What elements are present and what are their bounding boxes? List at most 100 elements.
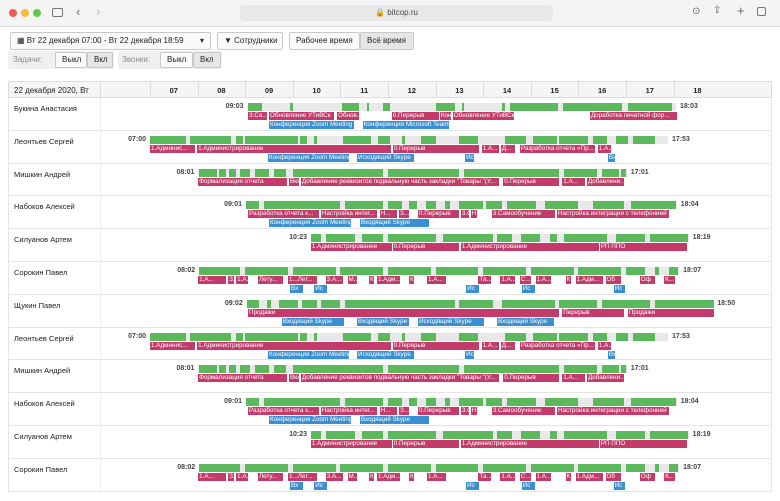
row-divider (100, 393, 101, 426)
task-bar: К (565, 472, 572, 481)
work-time-button[interactable]: Рабочее время (289, 32, 360, 50)
activity-bar (310, 234, 322, 243)
row-divider (100, 229, 101, 262)
call-bar: Вх (607, 350, 616, 359)
browser-toolbar: ‹ › 🔒 bitcop.ru ⊙ ⇪ + (0, 0, 780, 27)
task-label: 3.Са... (249, 112, 268, 119)
off-label: Выкл (62, 55, 82, 64)
task-bar: Продажи (627, 308, 715, 317)
call-bar: Ис (521, 481, 536, 490)
row (8, 130, 772, 164)
task-bar: 3.Са... (248, 112, 269, 120)
task-bar: Добавление реквизитов подвальную часть з… (300, 374, 500, 383)
activity-bar (228, 168, 236, 177)
row-divider (100, 163, 101, 197)
address-bar[interactable]: 🔒 bitcop.ru (240, 5, 553, 21)
activity-bar (273, 168, 286, 177)
share-button[interactable]: ⇪ (713, 5, 722, 16)
activity-bar (302, 299, 317, 308)
task-label: 0.Перерыв (393, 144, 426, 152)
close-button[interactable] (9, 9, 17, 17)
task-label: 1.А... (598, 144, 613, 152)
task-label: 1.Администрирование (461, 440, 528, 447)
task-label: Оф (640, 472, 651, 480)
call-bar: Исходящий Skype (357, 153, 416, 162)
employee-name: Сорокин Павел (14, 268, 68, 277)
task-bar: К (565, 276, 572, 284)
task-label: Продажи (249, 308, 276, 316)
task-label: Настройка интег... (321, 210, 375, 218)
call-bar: Ис (613, 481, 626, 490)
call-label: Вх (608, 350, 616, 358)
call-bar: Входящий Skype (357, 317, 410, 326)
task-label: К... (665, 472, 674, 480)
call-label: Ис (614, 285, 623, 292)
call-label: Ис (614, 481, 623, 489)
tabs-button[interactable] (757, 7, 766, 16)
tasks-on[interactable]: Вкл (87, 52, 113, 68)
activity-bar (445, 398, 450, 407)
task-label: 1.А... (598, 341, 613, 349)
task-bar: Настройка интег... (320, 407, 378, 416)
activity-bar (592, 135, 607, 144)
employee-name: Набоков Алексей (14, 399, 75, 409)
call-label: Исходящий Skype (418, 317, 472, 325)
task-label: Вю (289, 177, 299, 185)
calls-on[interactable]: Вкл (193, 52, 221, 68)
end-time: 18:04 (680, 398, 699, 406)
call-label: Вх (290, 481, 299, 489)
task-bar: 0.Перерыв (417, 210, 460, 219)
back-button[interactable]: ‹ (76, 4, 81, 19)
hour-label: 14 (502, 86, 512, 95)
start-time: 09:01 (224, 201, 242, 209)
download-button[interactable]: ⊙ (692, 6, 701, 17)
row (8, 229, 772, 262)
activity-bar (388, 168, 460, 177)
tasks-off[interactable]: Выкл (55, 52, 87, 68)
activity-bar (626, 463, 646, 472)
task-label: Добавление реквизитов подвальную часть з… (301, 177, 496, 185)
activity-bar (602, 365, 619, 374)
activity-bar (442, 234, 493, 243)
forward-button[interactable]: › (96, 4, 101, 19)
activity-bar (292, 267, 336, 275)
activity-bar (559, 299, 598, 308)
activity-bar (592, 201, 624, 210)
activity-bar (445, 201, 450, 210)
task-label: 0.Перерыв (393, 243, 426, 251)
activity-bar (564, 365, 598, 374)
call-bar: Конференция Zoom Meeting (269, 416, 352, 425)
minimize-button[interactable] (21, 9, 29, 17)
activity-bar (402, 332, 405, 341)
calls-off[interactable]: Выкл (160, 52, 193, 68)
task-bar: Об (605, 276, 622, 284)
activity-bar (240, 168, 250, 177)
activity-bar (626, 267, 646, 275)
task-bar: Перерыв (562, 308, 626, 317)
all-time-button[interactable]: Всё время (360, 32, 414, 50)
task-label: Настройка интеграции с телефонией (557, 210, 667, 218)
task-bar: 1.Администрирование (310, 243, 393, 252)
activity-bar (616, 234, 646, 243)
task-label: Разработка отчета «Пр... (520, 144, 594, 152)
activity-bar (654, 299, 715, 308)
row-divider (100, 196, 101, 230)
employees-filter[interactable]: ▼ Сотрудники (217, 32, 283, 50)
activity-bar (314, 135, 317, 144)
activity-bar (273, 365, 286, 374)
task-bar: Формализация отчета (198, 374, 289, 383)
activity-bar (383, 103, 391, 111)
zoom-button[interactable] (33, 9, 41, 17)
task-label: 1.Администрирование (311, 243, 378, 251)
task-label: З... (399, 407, 409, 415)
date-range-picker[interactable]: ▦ Вт 22 декабря 07:00 - Вт 22 декабря 18… (10, 32, 211, 50)
task-label: 0.Перерыв (392, 112, 425, 119)
row (8, 163, 772, 197)
task-bar: Настройка интеграции с телефонией (556, 407, 670, 416)
activity-bar (483, 267, 527, 275)
activity-bar (459, 135, 479, 144)
task-bar: Д... (500, 341, 517, 350)
sidebar-button[interactable] (52, 8, 63, 17)
activity-bar (254, 168, 269, 177)
new-tab-button[interactable]: + (737, 3, 745, 18)
